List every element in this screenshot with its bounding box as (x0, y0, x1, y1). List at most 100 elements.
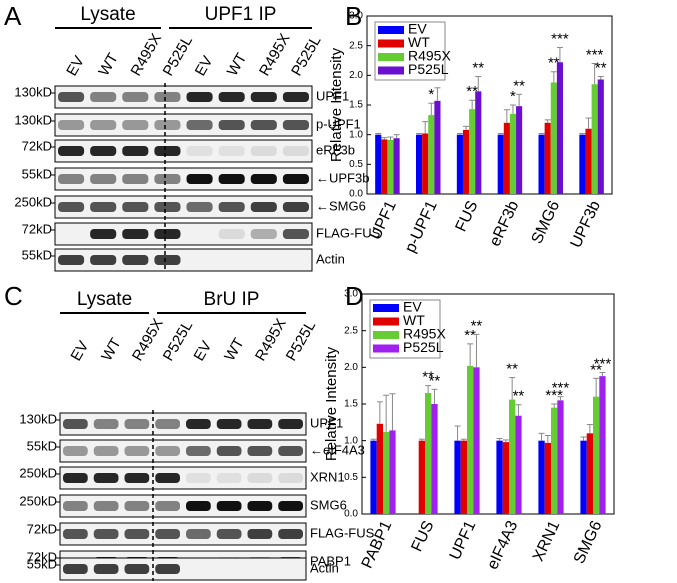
error-bar (591, 62, 598, 85)
error-bar (538, 432, 545, 441)
band (282, 202, 309, 212)
bar (393, 138, 400, 194)
bar (473, 367, 480, 514)
legend-label: R495X (403, 326, 446, 342)
marker-label: 55kD (22, 166, 52, 181)
band (93, 529, 119, 539)
bar (469, 109, 476, 194)
band (93, 473, 119, 483)
band (247, 446, 273, 456)
significance: *** (586, 46, 604, 63)
band (90, 229, 117, 239)
band (247, 501, 273, 511)
marker-label: 130kD (14, 84, 52, 99)
row-label: p-UPF1 (316, 116, 361, 131)
bar (428, 115, 435, 194)
blot-strip (54, 195, 313, 219)
significance: ** (590, 361, 602, 378)
error-bar (418, 438, 425, 441)
error-bar (496, 437, 503, 441)
marker-label: 55kD (27, 438, 57, 453)
error-bar (503, 109, 510, 123)
band (122, 202, 149, 212)
error-bar (375, 132, 382, 135)
error-bar (475, 76, 482, 92)
bar (422, 133, 429, 194)
error-bar (515, 404, 522, 416)
significance: ** (548, 55, 560, 72)
error-bar (516, 93, 523, 107)
error-bar (389, 393, 396, 431)
band (278, 446, 303, 456)
significance: ** (513, 77, 525, 94)
x-tick-label: eIF4A3 (484, 518, 521, 572)
error-bar (393, 134, 400, 139)
significance: ** (595, 59, 607, 76)
band (186, 174, 213, 184)
y-tick-label: 0.0 (349, 189, 363, 200)
panel-letter: C (4, 281, 23, 311)
legend-label: WT (408, 34, 430, 50)
marker-label: 130kD (19, 411, 57, 426)
band (216, 529, 242, 539)
marker-label: 55kD (27, 556, 57, 571)
legend-swatch (373, 331, 399, 339)
y-tick-label: 1.0 (344, 435, 358, 446)
band (154, 229, 181, 239)
error-bar (467, 343, 474, 366)
band (124, 446, 150, 456)
error-bar (434, 87, 441, 101)
bar (593, 396, 600, 514)
significance: *** (594, 355, 612, 372)
band (247, 473, 273, 483)
row-label: FLAG-FUS (310, 525, 375, 540)
band (250, 146, 277, 156)
band (250, 229, 277, 239)
y-tick-label: 3.0 (349, 11, 363, 22)
legend-swatch (373, 317, 399, 326)
bar (467, 365, 474, 514)
lane-label: WT (221, 335, 247, 364)
band (155, 529, 180, 539)
bar (389, 430, 396, 514)
error-bar (509, 104, 516, 114)
bar (418, 440, 425, 514)
band (124, 564, 150, 574)
band (278, 419, 303, 429)
band (186, 419, 211, 429)
band (93, 419, 119, 429)
band (124, 419, 150, 429)
blot-strip (54, 248, 313, 272)
band (122, 229, 149, 239)
band (124, 501, 150, 511)
band (218, 146, 245, 156)
bar (591, 84, 598, 194)
error-bar (425, 385, 432, 393)
bar (544, 442, 551, 514)
y-axis-label: Relative Intensity (323, 346, 340, 461)
significance: ** (471, 317, 483, 334)
group-label: UPF1 IP (205, 4, 277, 25)
error-bar (585, 117, 592, 129)
significance: *** (552, 380, 570, 397)
error-bar (370, 438, 377, 441)
error-bar (428, 102, 435, 116)
band (155, 501, 180, 511)
band (218, 92, 245, 102)
band (216, 501, 242, 511)
band (58, 120, 85, 130)
y-tick-label: 0.5 (344, 472, 358, 483)
band (154, 120, 181, 130)
band (282, 229, 309, 239)
error-bar (593, 377, 600, 397)
marker-label: 55kD (22, 247, 52, 262)
bar (503, 122, 510, 194)
x-tick-label: FUS (453, 198, 482, 234)
lane-label: EV (191, 338, 216, 364)
band (90, 202, 117, 212)
row-label: XRN1 (310, 469, 345, 484)
blot-strip (54, 222, 313, 246)
row-label: FLAG-FUS (316, 225, 381, 240)
blot-strip (59, 466, 307, 490)
band (250, 202, 277, 212)
